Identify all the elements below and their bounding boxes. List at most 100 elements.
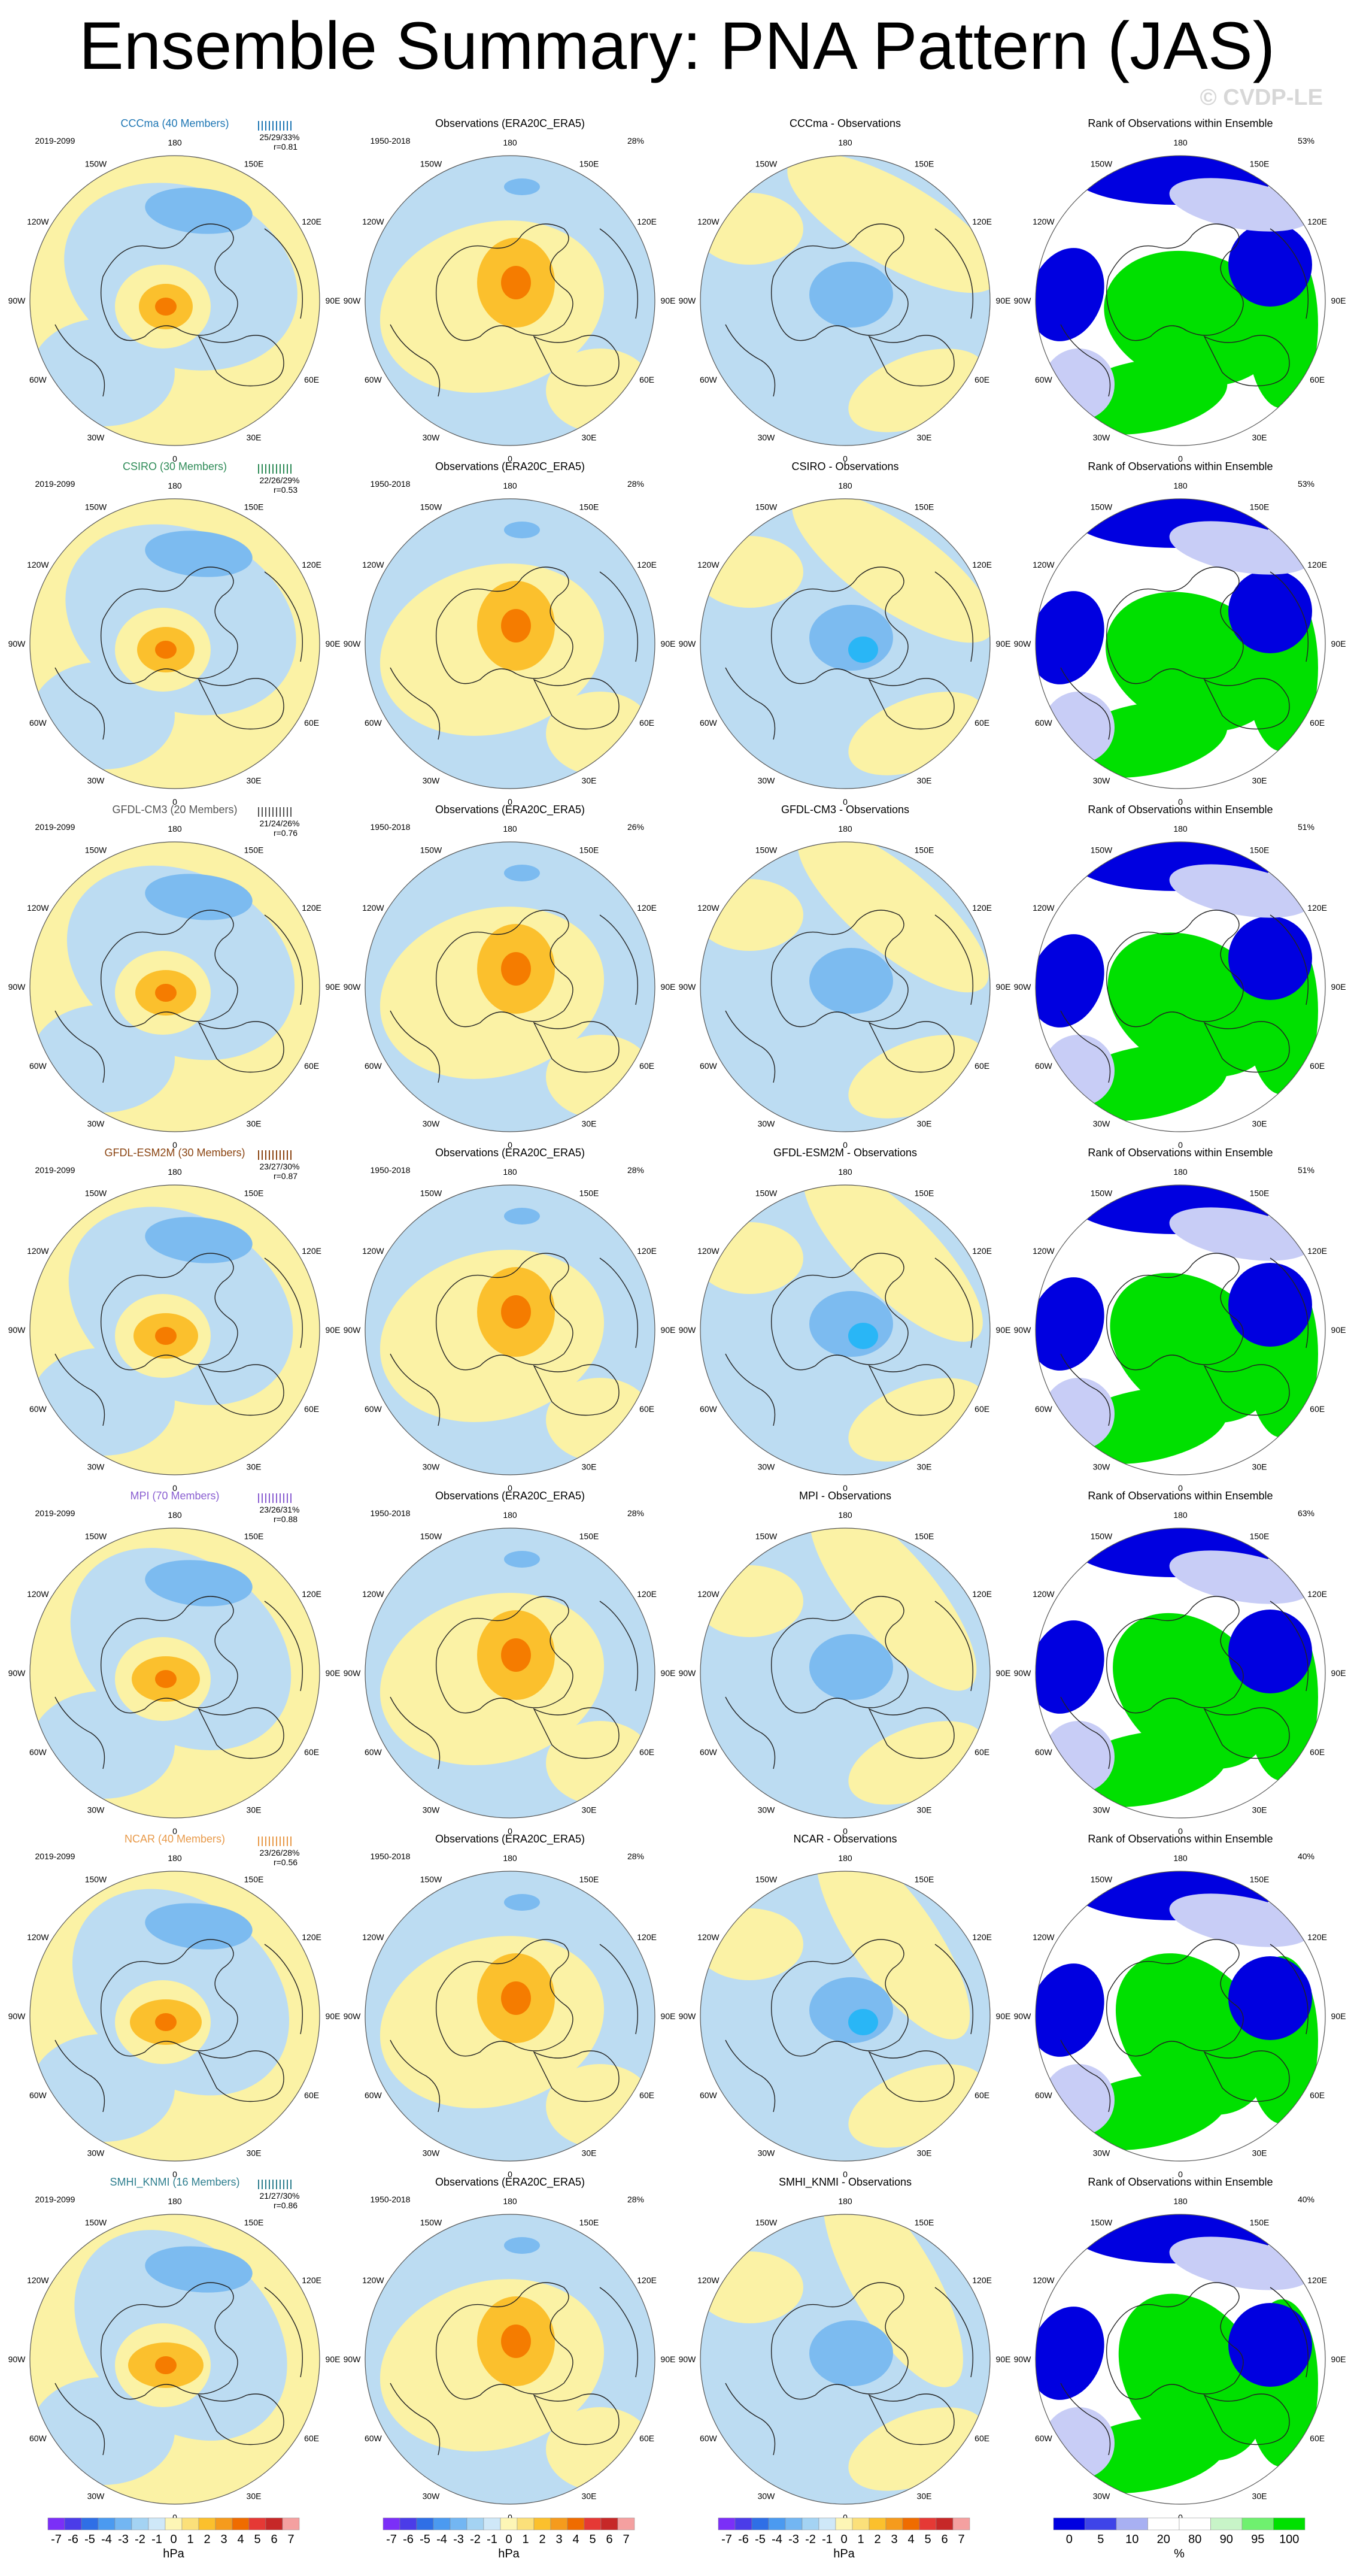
pattern-correlation: r=0.81 xyxy=(274,142,297,151)
longitude-label: 150E xyxy=(1250,1874,1270,1884)
negative-core xyxy=(504,522,540,538)
longitude-label: 120W xyxy=(362,1246,384,1256)
difference-title: SMHI_KNMI - Observations xyxy=(779,2176,912,2189)
colorbar-label: 90 xyxy=(1220,2533,1233,2546)
stats-label: 23/27/30% xyxy=(260,1162,300,1171)
longitude-label: 150W xyxy=(85,845,107,854)
longitude-label: 90W xyxy=(344,639,362,648)
stats-label: 23/26/31% xyxy=(260,1505,300,1514)
colorbar-swatch xyxy=(885,2517,903,2530)
longitude-label: 150E xyxy=(1250,159,1270,168)
variance-explained: 28% xyxy=(627,1508,644,1518)
longitude-label: 120E xyxy=(302,2275,321,2285)
coastline xyxy=(54,910,303,1083)
longitude-label: 60W xyxy=(1035,1747,1053,1757)
model-title: GFDL-CM3 (20 Members) xyxy=(112,804,237,816)
longitude-label: 120E xyxy=(972,1589,992,1599)
longitude-label: 60E xyxy=(304,1404,319,1414)
longitude-label: 30W xyxy=(758,1462,776,1472)
longitude-label: 90W xyxy=(8,639,26,648)
map-boundary xyxy=(1035,2214,1326,2505)
colorbar-swatch xyxy=(1085,2517,1117,2530)
longitude-label: 90E xyxy=(996,982,1011,992)
longitude-label: 90W xyxy=(679,639,697,648)
rank-percent: 53% xyxy=(1298,479,1314,489)
longitude-label: 120W xyxy=(362,2275,384,2285)
longitude-label: 150W xyxy=(420,1531,442,1541)
longitude-label: 120E xyxy=(302,1246,321,1256)
longitude-label: 60W xyxy=(365,1747,382,1757)
longitude-label: 60W xyxy=(29,375,47,384)
colorbar-swatch xyxy=(936,2517,954,2530)
rank-title: Rank of Observations within Ensemble xyxy=(1088,1833,1273,1845)
colorbar-label: 3 xyxy=(891,2533,897,2546)
colorbar-label: -4 xyxy=(436,2533,447,2546)
colorbar-label: 0 xyxy=(1066,2533,1073,2546)
coastline xyxy=(390,566,638,740)
colorbar-label: -2 xyxy=(805,2533,816,2546)
difference-title: MPI - Observations xyxy=(799,1490,891,1502)
longitude-label: 90W xyxy=(1014,2011,1032,2021)
longitude-label: 30W xyxy=(87,1462,105,1472)
positive-anomaly-region xyxy=(809,1528,977,1691)
longitude-label: 120E xyxy=(637,217,657,226)
longitude-label: 60W xyxy=(365,1404,382,1414)
positive-peak xyxy=(501,1638,531,1672)
observations-map: 180 150E 120E 90E 60E 30E 0 30W 60W 90W 120W 150W Ob… xyxy=(344,460,676,807)
longitude-label: 120E xyxy=(1307,2275,1327,2285)
longitude-label: 180 xyxy=(1173,1510,1188,1520)
colorbar-label: -3 xyxy=(118,2533,129,2546)
longitude-label: 120W xyxy=(362,1932,384,1942)
colorbar-label: 2 xyxy=(539,2533,545,2546)
longitude-label: 150E xyxy=(1250,1188,1270,1198)
longitude-label: 150E xyxy=(579,1874,599,1884)
rank-low-region xyxy=(1036,934,1104,1028)
map-boundary xyxy=(1035,841,1326,1132)
longitude-label: 180 xyxy=(838,1510,852,1520)
rank-percent: 40% xyxy=(1298,1851,1314,1861)
longitude-label: 0 xyxy=(508,1483,512,1493)
longitude-label: 90W xyxy=(1014,2354,1032,2364)
longitude-label: 120W xyxy=(697,2275,719,2285)
model-title: GFDL-ESM2M (30 Members) xyxy=(104,1147,245,1159)
longitude-label: 180 xyxy=(838,1853,852,1863)
colorbar-label: -2 xyxy=(135,2533,145,2546)
colorbar-swatch xyxy=(852,2517,870,2530)
period-label: 1950-2018 xyxy=(371,136,411,146)
page-title: Ensemble Summary: PNA Pattern (JAS) xyxy=(78,8,1275,83)
longitude-label: 90E xyxy=(1331,2354,1346,2364)
longitude-label: 60E xyxy=(1310,1747,1325,1757)
period-label: 2019-2099 xyxy=(35,2195,75,2204)
longitude-label: 30W xyxy=(1093,1119,1111,1129)
period-label: 2019-2099 xyxy=(35,1508,75,1518)
longitude-label: 60E xyxy=(1310,375,1325,384)
colorbar-swatch xyxy=(1241,2517,1274,2530)
longitude-label: 120W xyxy=(1033,217,1055,226)
longitude-label: 90W xyxy=(8,1325,26,1335)
colorbar-label: 6 xyxy=(606,2533,612,2546)
longitude-label: 90E xyxy=(996,639,1011,648)
coastline xyxy=(725,910,973,1083)
period-label: 1950-2018 xyxy=(371,822,411,832)
longitude-label: 180 xyxy=(168,481,182,490)
colorbar-label: -5 xyxy=(420,2533,430,2546)
negative-core xyxy=(809,2320,893,2386)
colorbar-swatch xyxy=(617,2517,635,2530)
longitude-label: 120E xyxy=(637,2275,657,2285)
longitude-label: 30W xyxy=(423,2492,441,2501)
longitude-label: 0 xyxy=(1178,797,1183,807)
colorbar-label: -7 xyxy=(51,2533,62,2546)
colorbar-label: 6 xyxy=(941,2533,948,2546)
rank-map: 180 150E 120E 90E 60E 30E 0 30W 60W 90W 120W 150W Ra… xyxy=(1014,460,1346,807)
longitude-label: 0 xyxy=(1178,1483,1183,1493)
map-boundary xyxy=(29,2214,320,2505)
positive-peak xyxy=(501,1295,531,1329)
colorbar-swatch xyxy=(1179,2517,1211,2530)
longitude-label: 90E xyxy=(661,1668,676,1678)
longitude-label: 60E xyxy=(304,718,319,728)
longitude-label: 30E xyxy=(1252,2148,1267,2158)
longitude-label: 150W xyxy=(420,1874,442,1884)
coastline xyxy=(1060,566,1309,740)
map-boundary xyxy=(365,841,655,1132)
map-boundary xyxy=(365,498,655,789)
